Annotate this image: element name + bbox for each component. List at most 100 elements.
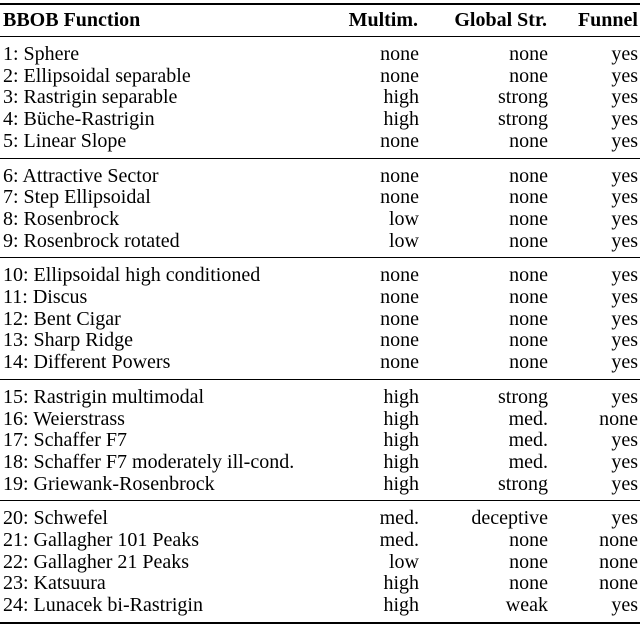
global-str-cell: strong (498, 87, 548, 109)
function-cell: 23: Katsuura (3, 573, 106, 595)
table-row: 12: Bent Cigar none none yes (0, 309, 640, 331)
table-row: 8: Rosenbrock low none yes (0, 209, 640, 231)
column-header-global-str: Global Str. (419, 4, 548, 37)
multim-cell: none (380, 130, 419, 152)
multim-cell: none (380, 65, 419, 87)
multim-cell: high (383, 87, 419, 109)
multim-cell: none (380, 264, 419, 287)
function-cell: 13: Sharp Ridge (3, 330, 133, 352)
function-cell: 7: Step Ellipsoidal (3, 187, 151, 209)
global-str-cell: strong (498, 473, 548, 495)
funnel-cell: yes (611, 264, 638, 287)
function-cell: 8: Rosenbrock (3, 208, 120, 230)
funnel-cell: yes (611, 308, 638, 330)
global-str-cell: none (509, 573, 548, 595)
function-cell: 9: Rosenbrock rotated (3, 230, 180, 252)
table-row: 24: Lunacek bi-Rastrigin high weak yes (0, 595, 640, 623)
column-header-multim: Multim. (346, 4, 419, 37)
global-str-cell: none (509, 208, 548, 230)
table-row: 19: Griewank-Rosenbrock high strong yes (0, 474, 640, 501)
funnel-cell: yes (611, 451, 638, 473)
funnel-cell: yes (611, 130, 638, 152)
funnel-cell: yes (611, 330, 638, 352)
global-str-cell: none (509, 43, 548, 65)
multim-cell: high (383, 109, 419, 131)
multim-cell: low (389, 208, 419, 230)
multim-cell: none (380, 308, 419, 330)
funnel-cell: yes (611, 352, 638, 374)
funnel-cell: yes (611, 187, 638, 209)
multim-cell: none (380, 330, 419, 352)
function-cell: 24: Lunacek bi-Rastrigin (3, 595, 203, 617)
column-header-bbob-function: BBOB Function (0, 4, 346, 37)
column-header-funnel: Funnel (548, 4, 640, 37)
function-cell: 20: Schwefel (3, 507, 108, 530)
funnel-cell: yes (611, 230, 638, 252)
global-str-cell: none (509, 264, 548, 287)
funnel-cell: none (599, 573, 638, 595)
function-cell: 21: Gallagher 101 Peaks (3, 530, 200, 552)
multim-cell: none (380, 164, 419, 187)
table-row: 20: Schwefel med. deceptive yes (0, 501, 640, 530)
table-row: 16: Weierstrass high med. none (0, 409, 640, 431)
function-cell: 16: Weierstrass (3, 408, 125, 430)
funnel-cell: yes (611, 287, 638, 309)
funnel-cell: yes (611, 430, 638, 452)
global-str-cell: strong (498, 385, 548, 408)
function-group-4: 15: Rastrigin multimodal high strong yes 16:… (0, 379, 640, 501)
function-group-3: 10: Ellipsoidal high conditioned none none… (0, 257, 640, 380)
global-str-cell: none (509, 287, 548, 309)
table-row: 2: Ellipsoidal separable none none yes (0, 66, 640, 88)
global-str-cell: strong (498, 109, 548, 131)
global-str-cell: med. (508, 408, 548, 430)
multim-cell: high (383, 473, 419, 495)
multim-cell: low (389, 551, 419, 573)
table-row: 13: Sharp Ridge none none yes (0, 330, 640, 352)
funnel-cell: none (599, 408, 638, 430)
funnel-cell: yes (611, 595, 638, 617)
function-cell: 4: Büche-Rastrigin (3, 109, 155, 131)
global-str-cell: med. (508, 430, 548, 452)
function-cell: 17: Schaffer F7 (3, 430, 128, 452)
table-row: 11: Discus none none yes (0, 287, 640, 309)
table-row: 1: Sphere none none yes (0, 37, 640, 66)
global-str-cell: weak (505, 595, 548, 617)
multim-cell: none (380, 43, 419, 65)
table-row: 14: Different Powers none none yes (0, 352, 640, 379)
multim-cell: high (383, 408, 419, 430)
funnel-cell: yes (611, 43, 638, 65)
funnel-cell: yes (611, 164, 638, 187)
table-row: 15: Rastrigin multimodal high strong yes (0, 379, 640, 408)
multim-cell: none (380, 287, 419, 309)
multim-cell: high (383, 385, 419, 408)
function-cell: 14: Different Powers (3, 352, 171, 374)
table-row: 23: Katsuura high none none (0, 573, 640, 595)
funnel-cell: yes (611, 507, 638, 530)
multim-cell: none (380, 352, 419, 374)
table-row: 10: Ellipsoidal high conditioned none none… (0, 258, 640, 287)
function-cell: 11: Discus (3, 287, 88, 309)
global-str-cell: none (509, 330, 548, 352)
function-cell: 15: Rastrigin multimodal (3, 385, 205, 408)
funnel-cell: yes (611, 208, 638, 230)
table-row: 21: Gallagher 101 Peaks med. none none (0, 530, 640, 552)
table-row: 4: Büche-Rastrigin high strong yes (0, 109, 640, 131)
function-group-1: 1: Sphere none none yes 2: Ellipsoidal separ… (0, 37, 640, 159)
table-row: 6: Attractive Sector none none yes (0, 158, 640, 187)
function-cell: 10: Ellipsoidal high conditioned (3, 264, 261, 287)
multim-cell: none (380, 187, 419, 209)
function-group-5: 20: Schwefel med. deceptive yes 21: Gallaghe… (0, 500, 640, 623)
multim-cell: med. (379, 530, 419, 552)
funnel-cell: yes (611, 109, 638, 131)
multim-cell: med. (379, 507, 419, 530)
global-str-cell: deceptive (471, 507, 548, 530)
bbob-function-table: BBOB Function Multim. Global Str. Funnel… (0, 3, 640, 624)
global-str-cell: none (509, 164, 548, 187)
function-cell: 22: Gallagher 21 Peaks (3, 551, 190, 573)
global-str-cell: med. (508, 451, 548, 473)
funnel-cell: none (599, 530, 638, 552)
function-group-2: 6: Attractive Sector none none yes 7: Step E… (0, 158, 640, 258)
funnel-cell: yes (611, 473, 638, 495)
table-row: 9: Rosenbrock rotated low none yes (0, 231, 640, 258)
funnel-cell: none (599, 551, 638, 573)
